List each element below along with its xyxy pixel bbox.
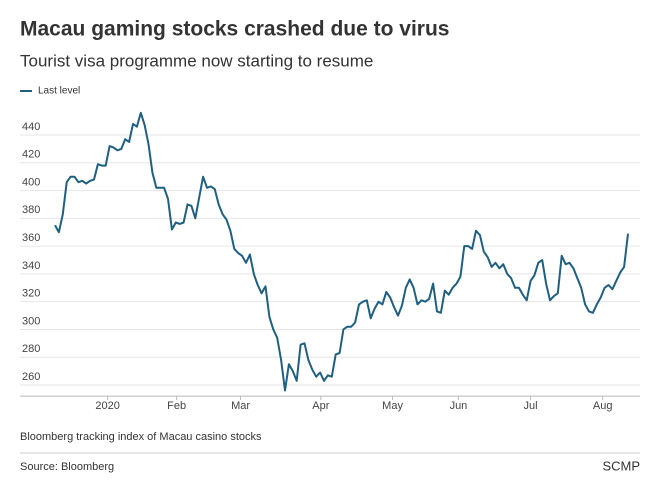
- x-tick-label: Apr: [312, 400, 329, 412]
- caption: Bloomberg tracking index of Macau casino…: [20, 431, 262, 443]
- y-tick-label: 320: [22, 288, 40, 300]
- x-tick-label: 2020: [95, 400, 119, 412]
- y-tick-label: 400: [22, 176, 40, 188]
- brand: SCMP: [602, 458, 640, 473]
- y-tick-label: 420: [22, 149, 40, 161]
- y-tick-label: 380: [22, 204, 40, 216]
- x-tick-label: Aug: [593, 400, 613, 412]
- y-tick-label: 360: [22, 232, 40, 244]
- y-tick-label: 440: [22, 121, 40, 133]
- y-tick-label: 340: [22, 260, 40, 272]
- x-tick-label: Mar: [231, 400, 250, 412]
- legend-label: Last level: [38, 86, 80, 97]
- line-series: [54, 111, 629, 392]
- y-tick-label: 280: [22, 343, 40, 355]
- chart-title: Macau gaming stocks crashed due to virus: [20, 18, 449, 41]
- chart-subtitle: Tourist visa programme now starting to r…: [20, 51, 373, 70]
- y-tick-label: 260: [22, 371, 40, 383]
- x-tick-label: Jul: [524, 400, 538, 412]
- source: Source: Bloomberg: [20, 461, 114, 473]
- x-tick-label: Jun: [450, 400, 468, 412]
- x-tick-label: May: [382, 400, 403, 412]
- x-tick-label: Feb: [167, 400, 186, 412]
- y-tick-label: 300: [22, 315, 40, 327]
